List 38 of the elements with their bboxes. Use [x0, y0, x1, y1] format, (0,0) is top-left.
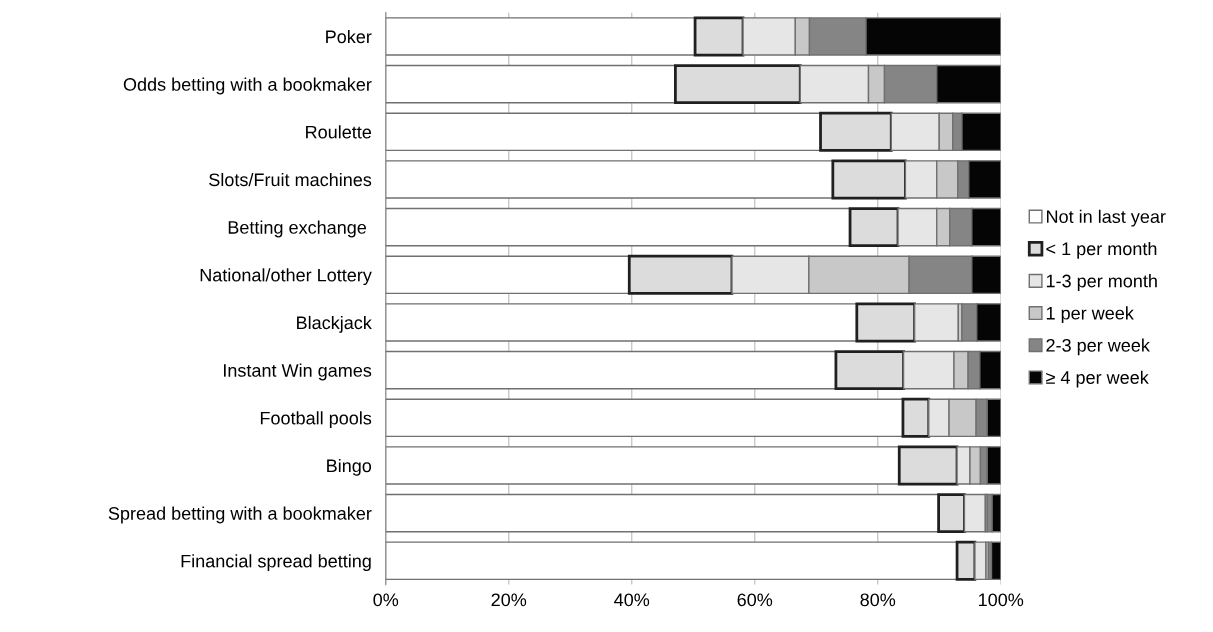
legend-label: < 1 per month — [1046, 241, 1157, 259]
bar — [385, 541, 958, 581]
y-tick-label: Blackjack — [297, 315, 372, 333]
legend-label: 2-3 per week — [1046, 338, 1150, 356]
y-tick-label: Instant Win games — [224, 363, 372, 381]
y-tick-label: Slots/Fruit machines — [209, 172, 372, 187]
y-tick-label: Financial spread betting — [181, 554, 371, 572]
bar — [385, 493, 940, 533]
legend-label: 1-3 per month — [1046, 274, 1157, 291]
bar — [385, 350, 837, 390]
bar — [385, 255, 630, 295]
x-tick-label: 40% — [614, 593, 650, 607]
y-tick-label: Odds betting with a bookmaker — [123, 77, 372, 95]
x-tick-label: 20% — [491, 593, 527, 607]
bar — [385, 17, 696, 56]
y-tick-label: Betting exchange — [228, 220, 367, 238]
bar — [385, 398, 904, 438]
bar — [385, 64, 677, 104]
y-tick-label: Poker — [326, 29, 372, 44]
y-tick-label: Roulette — [306, 125, 372, 139]
x-tick-label: 60% — [737, 593, 773, 607]
bar — [385, 160, 834, 199]
bar — [385, 303, 858, 342]
bar — [385, 207, 851, 247]
x-tick-label: 100% — [979, 593, 1024, 607]
y-tick-label: Football pools — [260, 411, 372, 429]
legend-label: ≥ 4 per week — [1046, 370, 1149, 388]
bar — [991, 493, 1001, 533]
x-tick-label: 0% — [373, 593, 399, 607]
x-tick-label: 80% — [860, 593, 896, 607]
legend-label: Not in last year — [1047, 209, 1166, 227]
y-tick-label: Spread betting with a bookmaker — [108, 506, 372, 524]
bar — [385, 446, 900, 485]
bar — [990, 541, 1001, 581]
legend-label: 1 per week — [1046, 306, 1134, 324]
y-tick-label: National/other Lottery — [200, 268, 372, 286]
y-tick-label: Bingo — [327, 458, 372, 476]
bar — [385, 112, 822, 152]
